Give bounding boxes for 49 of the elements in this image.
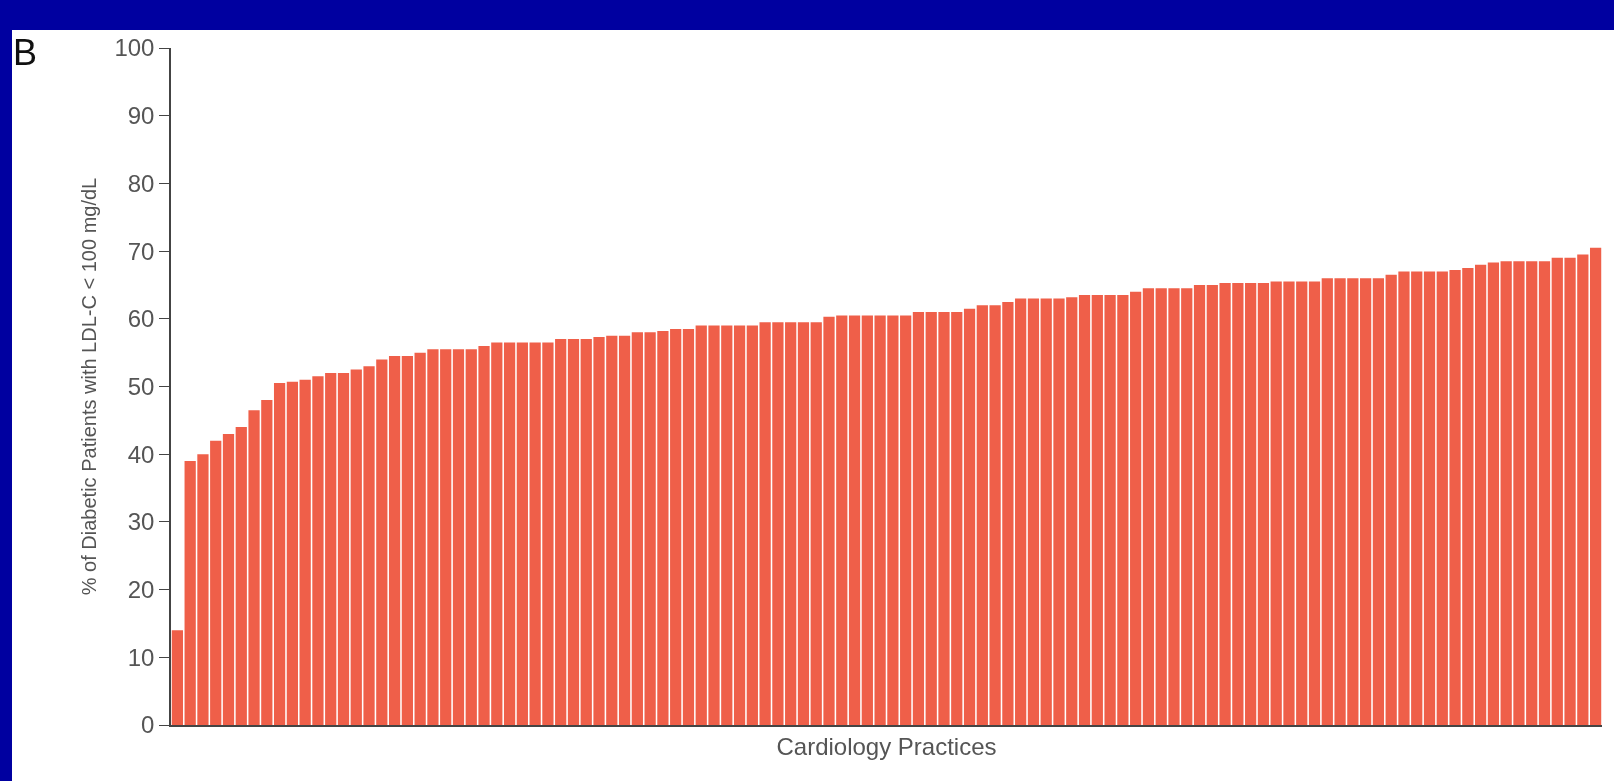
bar <box>452 349 465 725</box>
bar <box>1360 278 1372 725</box>
bar <box>1538 261 1551 725</box>
bar <box>797 322 810 725</box>
bar <box>1027 298 1040 725</box>
y-tick-label: 100 <box>114 34 155 62</box>
bar <box>567 339 580 725</box>
x-axis-title: Cardiology Practices <box>776 732 997 760</box>
y-tick-label: 40 <box>127 440 155 468</box>
bar <box>1142 288 1155 725</box>
bar <box>516 342 528 725</box>
bar <box>1589 247 1602 725</box>
y-tick-label: 80 <box>127 169 155 197</box>
bar <box>1475 264 1487 725</box>
bar <box>746 325 758 725</box>
bar <box>1130 291 1142 725</box>
bar <box>618 335 631 725</box>
y-tick-label: 60 <box>127 305 155 333</box>
bar <box>848 315 861 725</box>
bar <box>733 325 746 725</box>
y-tick-label: 50 <box>127 372 155 400</box>
y-tick-label: 0 <box>141 711 155 739</box>
bar <box>222 433 235 725</box>
bar <box>286 381 298 725</box>
bar <box>401 356 413 725</box>
bar <box>1257 282 1270 725</box>
text: B <box>13 32 38 73</box>
y-tick-label: 90 <box>127 102 155 130</box>
bar <box>682 328 695 725</box>
y-tick-label: 10 <box>127 643 155 671</box>
bar <box>1245 282 1257 725</box>
y-axis-title: % of Diabetic Patients with LDL-C < 100 mg/dL <box>78 177 101 596</box>
bar <box>273 383 286 725</box>
bar <box>503 342 516 725</box>
bar <box>388 356 401 725</box>
y-tick-label: 20 <box>127 576 155 603</box>
bar <box>1423 271 1436 725</box>
bar <box>1372 278 1385 725</box>
y-tick-label: 30 <box>127 508 155 536</box>
bar <box>963 308 976 725</box>
bar <box>171 630 184 725</box>
bar <box>1308 281 1321 725</box>
y-tick-label: 70 <box>127 237 155 265</box>
bar <box>1487 262 1500 725</box>
bar <box>337 372 350 725</box>
bar <box>631 332 643 725</box>
bar <box>1193 284 1206 725</box>
bar <box>912 312 925 725</box>
bar <box>1078 295 1091 725</box>
